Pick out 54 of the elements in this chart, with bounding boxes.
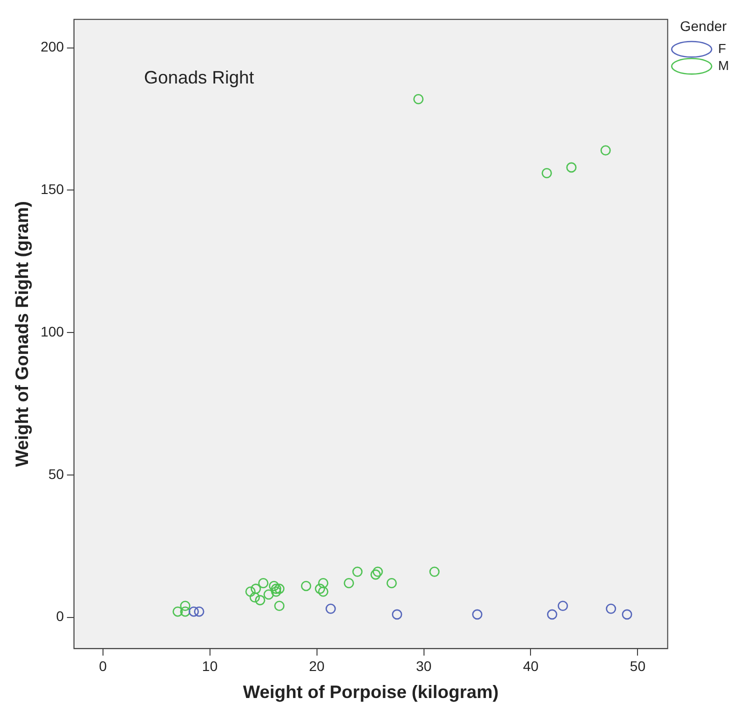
point	[254, 595, 266, 606]
point	[180, 600, 190, 612]
point	[472, 609, 482, 620]
point	[413, 94, 424, 104]
y-tick-label: 200	[40, 38, 64, 55]
point	[274, 584, 284, 594]
point	[270, 584, 282, 594]
point	[326, 604, 336, 614]
point	[258, 578, 268, 588]
point	[344, 578, 354, 588]
x-tick-label: 20	[309, 658, 325, 674]
point	[386, 578, 397, 588]
x-tick-label: 0	[98, 658, 107, 674]
y-tick-label: 0	[56, 608, 64, 624]
point	[270, 586, 282, 597]
y-tick-label: 100	[40, 323, 64, 340]
point	[172, 606, 183, 617]
y-tick-label: 150	[40, 181, 64, 198]
point	[558, 600, 568, 612]
point	[622, 609, 632, 620]
annotation: Gonads Right	[144, 67, 254, 88]
point	[188, 606, 199, 617]
point	[566, 162, 577, 173]
point	[372, 566, 383, 577]
point	[314, 584, 326, 594]
point	[250, 584, 261, 594]
point	[352, 566, 363, 577]
y-axis-title: Weight of Gonads Right (gram)	[12, 201, 32, 467]
x-tick-label: 50	[630, 658, 646, 674]
point	[300, 580, 312, 592]
point	[392, 609, 402, 620]
point	[180, 606, 190, 617]
point	[268, 580, 280, 592]
point	[606, 604, 616, 614]
x-tick-label: 10	[202, 658, 218, 674]
y-tick-label: 50	[48, 466, 64, 482]
point	[600, 145, 611, 156]
legend-label: M	[718, 58, 730, 73]
point	[250, 592, 260, 603]
x-axis-title: Weight of Porpoise (kilogram)	[242, 682, 499, 702]
point	[245, 586, 256, 597]
point	[274, 600, 284, 612]
point	[194, 606, 204, 617]
point	[318, 578, 328, 588]
point	[318, 586, 328, 597]
point	[542, 168, 552, 178]
point	[264, 589, 274, 600]
x-tick-label: 30	[416, 658, 432, 674]
point	[546, 609, 558, 620]
legend-title: Gender	[680, 18, 728, 34]
legend-label: F	[718, 40, 726, 56]
point	[370, 569, 381, 580]
x-tick-label: 40	[522, 658, 539, 674]
point	[429, 566, 440, 577]
